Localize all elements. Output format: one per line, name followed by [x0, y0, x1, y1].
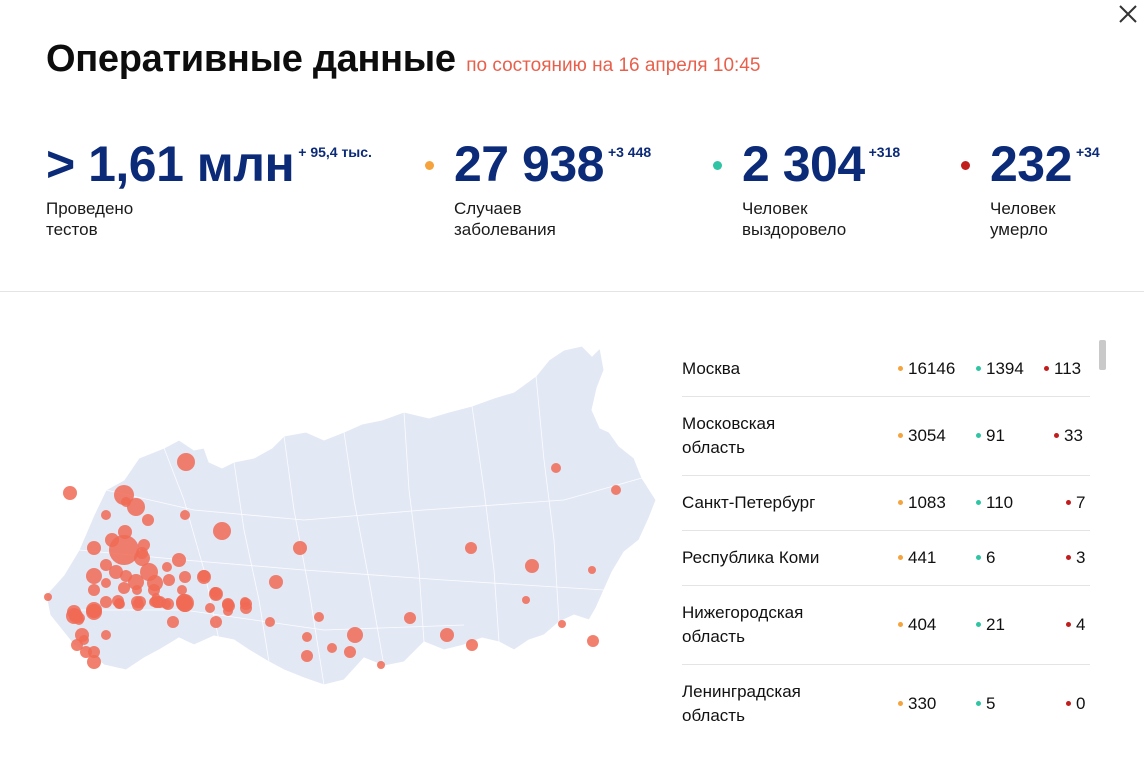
- deaths-dot-icon: [1066, 701, 1071, 707]
- recovered-dot-icon: [976, 433, 981, 439]
- page-title: Оперативные данные: [46, 38, 456, 80]
- cases-count: 3054: [898, 424, 946, 448]
- section-divider: [0, 291, 1144, 292]
- region-borders: [74, 375, 643, 686]
- deaths-count: 33: [1054, 424, 1083, 448]
- cases-value: 27 938: [454, 136, 604, 192]
- deaths-count: 3: [1066, 546, 1085, 570]
- recovered-dot-icon: [713, 161, 722, 170]
- deaths-label: Человек умерло: [990, 199, 1056, 239]
- deaths-delta: +34: [1075, 144, 1100, 160]
- page-header: Оперативные данные по состоянию на 16 ап…: [46, 38, 760, 81]
- close-button[interactable]: [1114, 0, 1142, 28]
- cases-count: 404: [898, 613, 936, 637]
- deaths-dot-icon: [1054, 433, 1059, 439]
- recovered-dot-icon: [976, 366, 981, 372]
- deaths-count: 0: [1066, 692, 1085, 716]
- recovered-count: 1394: [976, 357, 1024, 381]
- tests-label: Проведено тестов: [46, 199, 134, 239]
- recovered-value: 2 304: [742, 136, 865, 192]
- region-name: Московская область: [682, 414, 776, 457]
- deaths-value: 232: [990, 136, 1072, 192]
- recovered-count: 5: [976, 692, 995, 716]
- recovered-count: 21: [976, 613, 1005, 637]
- deaths-dot-icon: [1044, 366, 1049, 372]
- deaths-count: 7: [1066, 491, 1085, 515]
- cases-dot-icon: [898, 555, 903, 561]
- deaths-dot-icon: [1066, 622, 1071, 628]
- recovered-dot-icon: [976, 555, 981, 561]
- deaths-dot-icon: [1066, 555, 1071, 561]
- case-markers: [44, 453, 621, 669]
- stat-tests: > 1,61 млн + 95,4 тыс. Проведено тестов: [46, 138, 372, 240]
- table-row[interactable]: Республика Коми 441 6 3: [682, 531, 1090, 586]
- region-table: Москва 16146 1394 113 Московская область…: [682, 340, 1090, 735]
- tests-value: > 1,61 млн: [46, 136, 295, 192]
- tests-delta: + 95,4 тыс.: [298, 144, 372, 160]
- table-scrollbar[interactable]: [1099, 340, 1106, 710]
- recovered-dot-icon: [976, 500, 981, 506]
- map-svg: [44, 345, 657, 686]
- stat-recovered: 2 304 +318 Человек выздоровело: [713, 136, 901, 240]
- table-row[interactable]: Москва 16146 1394 113: [682, 340, 1090, 397]
- scrollbar-thumb[interactable]: [1099, 340, 1106, 370]
- cases-dot-icon: [898, 433, 903, 439]
- cases-label: Случаев заболевания: [454, 199, 556, 239]
- table-row[interactable]: Московская область 3054 91 33: [682, 397, 1090, 476]
- recovered-count: 6: [976, 546, 995, 570]
- cases-dot-icon: [425, 161, 434, 170]
- cases-dot-icon: [898, 701, 903, 707]
- region-name: Республика Коми: [682, 548, 820, 567]
- table-row[interactable]: Санкт-Петербург 1083 110 7: [682, 476, 1090, 531]
- cases-dot-icon: [898, 622, 903, 628]
- cases-dot-icon: [898, 500, 903, 506]
- stat-deaths: 232 +34 Человек умерло: [961, 136, 1100, 240]
- recovered-count: 110: [976, 491, 1013, 515]
- deaths-count: 113: [1044, 357, 1081, 381]
- stat-cases: 27 938 +3 448 Случаев заболевания: [425, 136, 652, 240]
- cases-delta: +3 448: [607, 144, 652, 160]
- cases-count: 441: [898, 546, 936, 570]
- region-name: Ленинградская область: [682, 682, 801, 725]
- cases-count: 1083: [898, 491, 946, 515]
- cases-dot-icon: [898, 366, 903, 372]
- region-name: Нижегородская область: [682, 603, 804, 646]
- recovered-dot-icon: [976, 622, 981, 628]
- recovered-dot-icon: [976, 701, 981, 707]
- table-row[interactable]: Ленинградская область 330 5 0: [682, 665, 1090, 735]
- region-name: Москва: [682, 359, 741, 378]
- recovered-delta: +318: [868, 144, 901, 160]
- recovered-count: 91: [976, 424, 1005, 448]
- cases-count: 16146: [898, 357, 955, 381]
- table-row[interactable]: Нижегородская область 404 21 4: [682, 586, 1090, 665]
- deaths-dot-icon: [1066, 500, 1071, 506]
- russia-map[interactable]: [44, 340, 659, 690]
- cases-count: 330: [898, 692, 936, 716]
- deaths-dot-icon: [961, 161, 970, 170]
- recovered-label: Человек выздоровело: [742, 199, 847, 239]
- region-name: Санкт-Петербург: [682, 493, 816, 512]
- close-icon: [1119, 5, 1137, 23]
- deaths-count: 4: [1066, 613, 1085, 637]
- update-timestamp: по состоянию на 16 апреля 10:45: [466, 55, 761, 76]
- map-landmass: [45, 345, 657, 686]
